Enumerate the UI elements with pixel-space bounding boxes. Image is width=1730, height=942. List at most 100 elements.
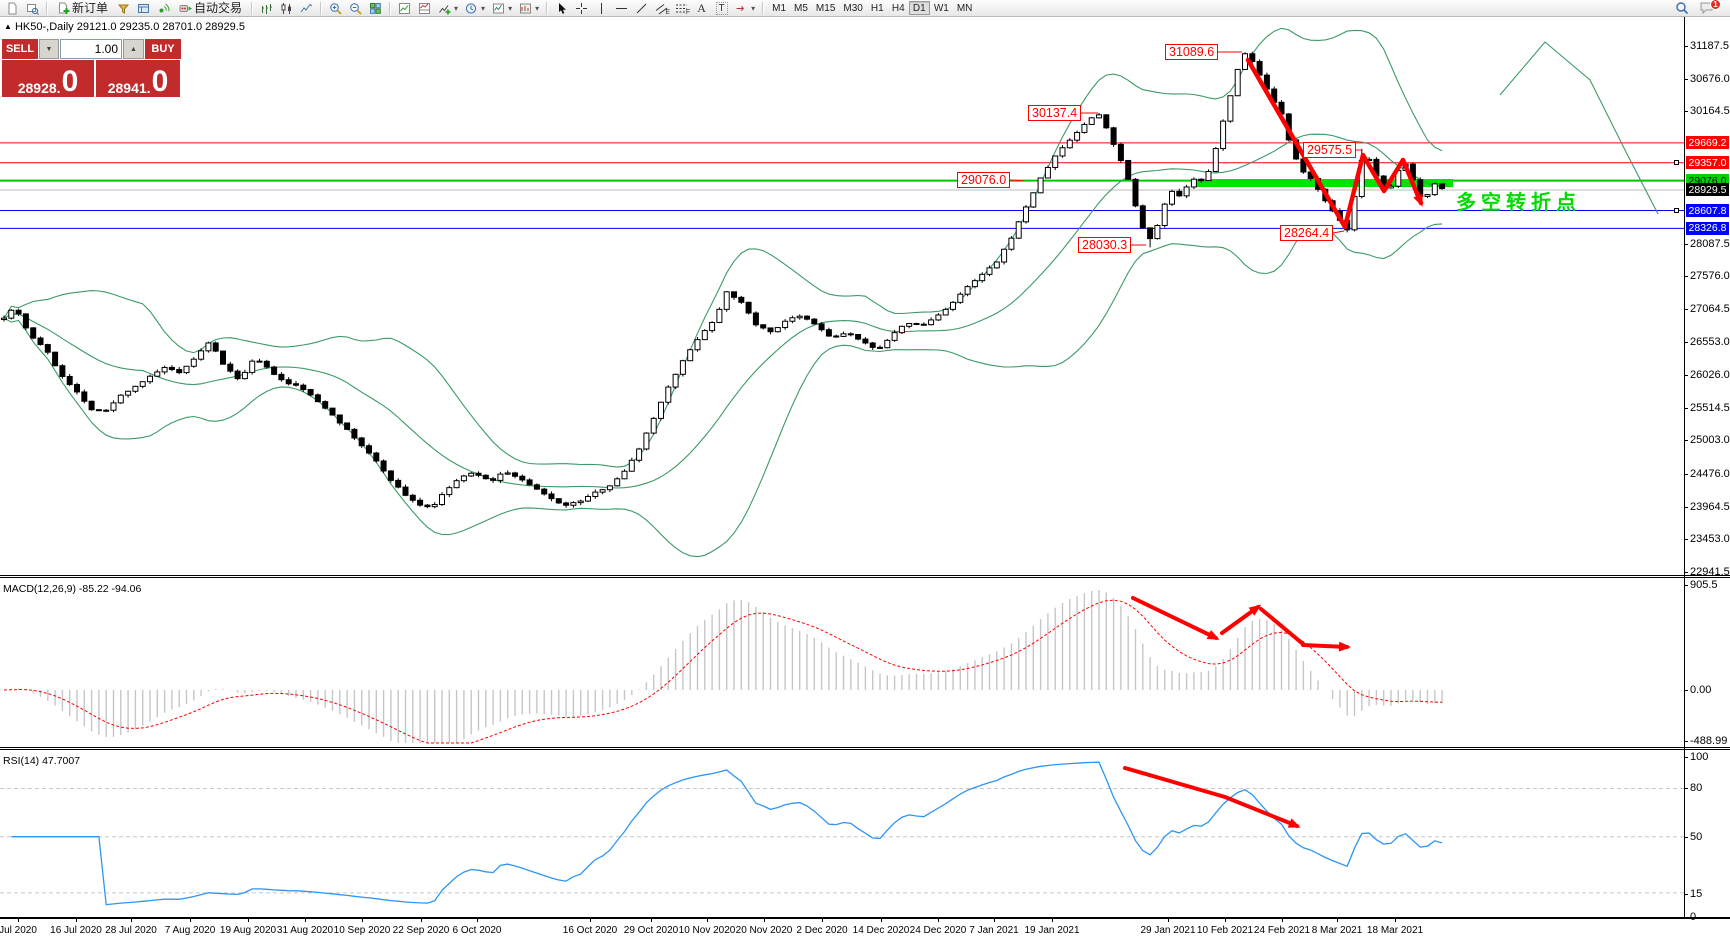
sell-price-display[interactable]: 28928. 0 — [2, 60, 94, 97]
line-chart-button[interactable] — [297, 1, 316, 16]
bar-chart-button[interactable] — [257, 1, 276, 16]
candlestick-chart-button[interactable] — [277, 1, 296, 16]
cursor-tool-button[interactable] — [552, 1, 571, 16]
price-line-label-28929.5: 28929.5 — [1686, 183, 1729, 197]
axis-label: 0.00 — [1690, 684, 1712, 696]
rsi-indicator-label: RSI(14) 47.7007 — [3, 755, 81, 767]
autotrading-button[interactable]: 自动交易 — [174, 1, 247, 16]
timeframe-group: M1 M5 M15 M30 H1 H4 D1 W1 MN — [768, 1, 976, 15]
volume-decrease-button[interactable]: ▼ — [39, 39, 59, 59]
main-chart[interactable] — [0, 17, 1684, 575]
timeframe-d1[interactable]: D1 — [908, 1, 930, 15]
toolbar-separator — [762, 1, 765, 15]
sell-price-frac: 0 — [61, 65, 79, 99]
market-watch-icon — [117, 4, 130, 14]
timeframe-mn[interactable]: MN — [956, 2, 973, 14]
tile-windows-button[interactable] — [366, 1, 385, 16]
new-order-button[interactable]: 新订单 — [52, 1, 113, 16]
data-window-icon — [138, 3, 150, 13]
channel-e-label: E — [665, 8, 671, 16]
axis-label: 26553.0 — [1690, 335, 1730, 348]
price-axis-border — [1684, 17, 1685, 919]
axis-label: 50 — [1690, 831, 1703, 843]
market-watch-button[interactable] — [114, 1, 133, 16]
add-indicator-dropdown[interactable]: ▾ — [435, 1, 461, 16]
text-tool-button[interactable]: A — [692, 1, 711, 16]
axis-label: 25003.0 — [1690, 434, 1730, 447]
axis-label: 30676.0 — [1690, 72, 1730, 85]
trendline-tool-button[interactable] — [632, 1, 651, 16]
autotrading-label: 自动交易 — [194, 0, 243, 15]
template-dropdown[interactable]: ▾ — [489, 1, 515, 16]
line-chart-icon — [300, 3, 313, 12]
price-line-label-29669.2: 29669.2 — [1686, 136, 1729, 150]
timeframe-m30[interactable]: M30 — [843, 2, 863, 14]
date-label: 31 Aug 2020 — [276, 925, 334, 936]
macd-indicator-label: MACD(12,26,9) -85.22 -94.06 — [3, 583, 142, 595]
sell-price-main: 28928 — [17, 80, 57, 96]
axis-label: 27576.0 — [1690, 270, 1730, 283]
buy-price-display[interactable]: 28941. 0 — [96, 60, 180, 97]
indicator-list-button[interactable] — [395, 1, 414, 16]
channel-tool-button[interactable]: E — [652, 1, 671, 16]
profile-chart-dropdown[interactable]: ▾ — [516, 1, 542, 16]
label-t-icon: T — [715, 1, 728, 15]
fibonacci-f-label: F — [685, 8, 691, 16]
axis-label: 31187.5 — [1690, 40, 1729, 52]
date-label: 19 Aug 2020 — [219, 925, 277, 936]
indicator-window-button[interactable] — [415, 1, 434, 16]
axis-label: 26026.0 — [1690, 369, 1730, 382]
period-dropdown[interactable]: ▾ — [462, 1, 488, 16]
price-line-label-28326.8: 28326.8 — [1686, 221, 1729, 235]
dropdown-caret-icon: ▾ — [751, 3, 756, 13]
timeframe-m15[interactable]: M15 — [815, 2, 836, 14]
zoom-in-button[interactable] — [326, 1, 345, 16]
axis-label: 28087.5 — [1690, 237, 1730, 250]
timeframe-h4[interactable]: H4 — [891, 2, 905, 14]
pane-separator[interactable] — [0, 575, 1730, 578]
toolbar-separator — [46, 1, 48, 15]
fibonacci-tool-button[interactable]: F — [672, 1, 691, 16]
timeframe-w1[interactable]: W1 — [933, 2, 949, 14]
chart-profile-icon — [520, 3, 532, 13]
date-label: 28 Jul 2020 — [105, 925, 157, 936]
volume-input[interactable]: 1.00 — [60, 39, 122, 59]
toolbar-separator — [389, 1, 392, 15]
pane-separator[interactable] — [0, 747, 1730, 750]
new-order-icon — [59, 2, 70, 14]
volume-increase-button[interactable]: ▲ — [123, 39, 144, 59]
date-label: 22 Sep 2020 — [392, 925, 450, 936]
axis-label: 25514.5 — [1690, 401, 1730, 414]
sell-button[interactable]: SELL — [2, 39, 38, 59]
rsi-pane[interactable] — [0, 750, 1684, 917]
price-axis[interactable]: 31187.5 30676.0 30164.5 28087.5 27576.0 27064… — [1684, 0, 1730, 942]
new-chart-button[interactable] — [3, 1, 22, 16]
date-label: 16 Oct 2020 — [562, 925, 618, 936]
date-label: 18 Mar 2021 — [1366, 925, 1424, 936]
profiles-button[interactable] — [23, 1, 42, 16]
buy-button[interactable]: BUY — [145, 39, 181, 59]
zoom-out-button[interactable] — [346, 1, 365, 16]
timeframe-m5[interactable]: M5 — [794, 2, 808, 14]
axis-label: 15 — [1690, 888, 1703, 900]
trendline-icon — [636, 3, 647, 13]
vertical-line-tool-button[interactable] — [592, 1, 611, 16]
crosshair-tool-button[interactable] — [572, 1, 591, 16]
date-label: 2 Dec 2020 — [796, 925, 848, 936]
search-icon — [1676, 2, 1689, 15]
signals-button[interactable] — [154, 1, 173, 16]
date-label: 20 Nov 2020 — [735, 925, 793, 936]
shapes-dropdown[interactable]: ▾ — [732, 1, 758, 16]
channel-icon — [655, 3, 668, 14]
timeframe-h1[interactable]: H1 — [870, 2, 884, 14]
search-button[interactable] — [1672, 1, 1692, 16]
timeframe-m1[interactable]: M1 — [772, 2, 787, 14]
notifications-button[interactable]: 1 — [1696, 0, 1721, 16]
date-axis[interactable]: Jul 2020 16 Jul 2020 28 Jul 2020 7 Aug 2020… — [0, 919, 1730, 942]
macd-pane[interactable] — [0, 578, 1684, 747]
price-line-label-29357.0: 29357.0 — [1686, 156, 1729, 170]
data-window-button[interactable] — [134, 1, 153, 16]
horizontal-line-tool-button[interactable] — [612, 1, 631, 16]
label-tool-button[interactable]: T — [712, 1, 731, 16]
